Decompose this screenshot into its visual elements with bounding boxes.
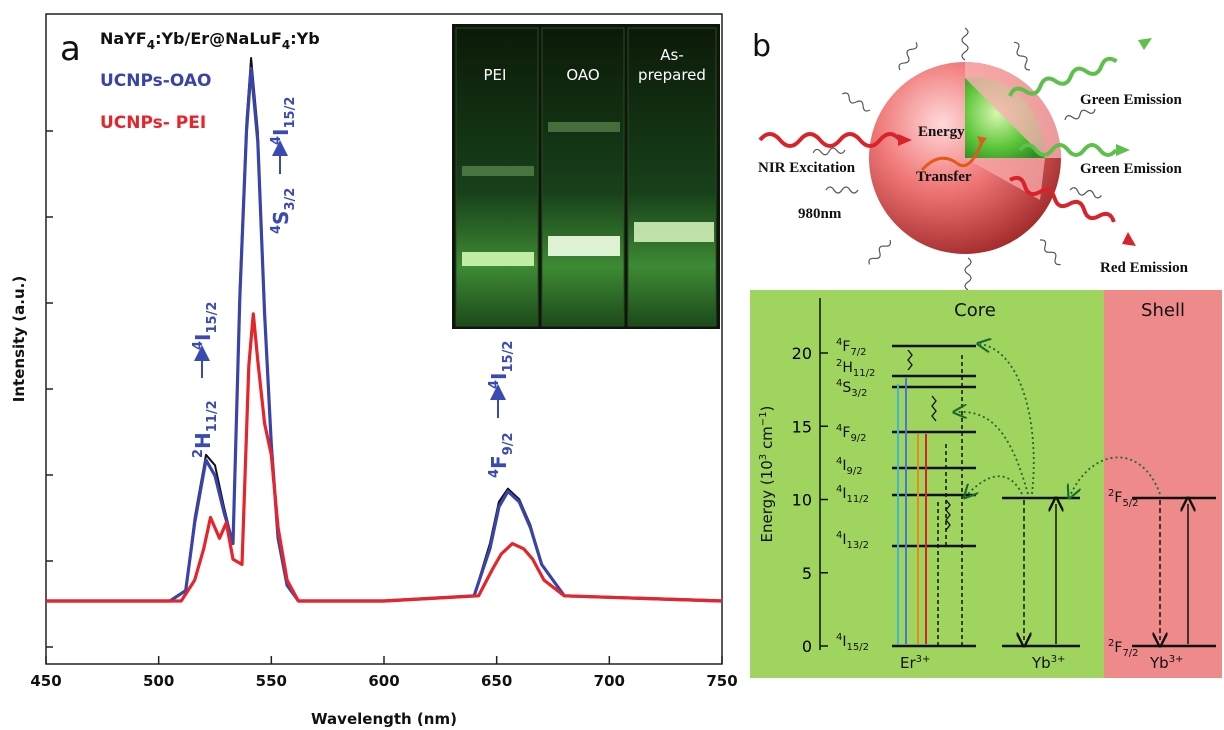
red-emission <box>1009 175 1116 223</box>
green-emission-label-1: Green Emission <box>1080 92 1182 108</box>
transition-label-f92: 4F9/2 4I15/2 <box>487 341 516 478</box>
x-tick-label: 750 <box>706 672 737 690</box>
inset-label-pei: PEI <box>484 66 507 84</box>
svg-text:2H11/2: 2H11/2 <box>836 358 875 379</box>
energy-tick-label: 10 <box>792 491 812 510</box>
svg-text:4I15/2: 4I15/2 <box>487 341 516 389</box>
inset-photo: PEI OAO As- prepared <box>452 24 720 329</box>
svg-text:4S3/2: 4S3/2 <box>269 188 298 234</box>
panel-letter-a: a <box>60 29 81 69</box>
energy-label: Energy <box>918 124 965 140</box>
yb-level-f52: 2F5/2 <box>1108 488 1139 509</box>
x-tick-label: 650 <box>481 672 512 690</box>
x-tick-label: 450 <box>30 672 61 690</box>
ion-er: Er3+ <box>900 654 930 672</box>
svg-text:4S3/2: 4S3/2 <box>836 378 867 399</box>
svg-text:4I15/2: 4I15/2 <box>191 302 220 350</box>
panel-letter-b: b <box>752 29 771 64</box>
ligand-chains <box>812 27 1102 291</box>
nir-excitation-wave <box>758 132 902 148</box>
x-axis-label: Wavelength (nm) <box>311 710 457 728</box>
shell-region <box>1104 290 1222 678</box>
inset-label-oao: OAO <box>566 66 599 84</box>
green-emission-label-2: Green Emission <box>1080 161 1182 177</box>
inset-label-as: As- <box>660 46 684 64</box>
green-emission-1 <box>1008 56 1118 97</box>
svg-text:4F9/2: 4F9/2 <box>836 423 867 444</box>
energy-transfer-curves <box>956 344 1161 496</box>
svg-text:4I9/2: 4I9/2 <box>836 456 863 477</box>
y-axis-label: Intensity (a.u.) <box>10 276 28 402</box>
svg-text:4F9/2: 4F9/2 <box>487 432 516 478</box>
x-tick-label: 550 <box>256 672 287 690</box>
x-tick-label: 500 <box>143 672 174 690</box>
transfer-label: Transfer <box>916 169 972 185</box>
legend-pei: UCNPs- PEI <box>100 113 206 133</box>
vial-as-prepared <box>627 27 717 327</box>
svg-text:4F7/2: 4F7/2 <box>836 337 867 358</box>
transition-label-h112: 2H11/2 4I15/2 <box>191 302 220 458</box>
ion-yb-shell: Yb3+ <box>1149 654 1183 672</box>
svg-text:4I11/2: 4I11/2 <box>836 484 869 505</box>
axis-ticks: 450 500 550 600 650 700 750 <box>30 130 738 690</box>
energy-transfer-arrow <box>920 141 984 172</box>
red-emission-label: Red Emission <box>1100 260 1189 276</box>
panel-a: 450 500 550 600 650 700 750 a NaYF4:Yb/Er@NaLu… <box>10 13 738 728</box>
legend-oao: UCNPs-OAO <box>100 71 211 91</box>
energy-axis-ticks: 0 5 10 15 20 <box>792 344 828 656</box>
panel-b-schematic: b Green Emission Gree <box>752 27 1189 291</box>
svg-text:4I15/2: 4I15/2 <box>269 97 298 145</box>
x-tick-label: 600 <box>368 672 399 690</box>
svg-text:2H11/2: 2H11/2 <box>191 400 220 458</box>
energy-tick-label: 0 <box>802 637 812 656</box>
nir-excitation-label: NIR Excitation <box>758 160 856 176</box>
x-tick-label: 700 <box>594 672 625 690</box>
series-line-oao <box>46 66 723 603</box>
transition-label-s32: 4S3/2 4I15/2 <box>269 97 298 234</box>
shell-label: Shell <box>1141 300 1185 321</box>
svg-text:4I15/2: 4I15/2 <box>836 632 869 653</box>
energy-axis-label: Energy (103 cm−1) <box>758 406 776 543</box>
vial-oao <box>541 27 625 327</box>
yb-level-f72: 2F7/2 <box>1108 638 1139 659</box>
green-emission-2 <box>1018 143 1118 157</box>
vial-pei <box>455 27 539 327</box>
series-line-pei <box>46 312 723 603</box>
material-title: NaYF4:Yb/Er@NaLuF4:Yb <box>100 29 320 52</box>
core-label: Core <box>954 300 996 321</box>
wavelength-label: 980nm <box>798 206 842 222</box>
energy-tick-label: 20 <box>792 344 812 363</box>
svg-text:4I13/2: 4I13/2 <box>836 530 869 551</box>
energy-tick-label: 15 <box>792 417 812 436</box>
er-level-labels: 4F7/2 2H11/2 4S3/2 4F9/2 4I9/2 4I11/2 4I… <box>836 337 875 653</box>
energy-tick-label: 5 <box>802 564 812 583</box>
panel-b-energy-diagram: Core Shell 0 5 10 15 20 Energy (103 cm−1) 4F… <box>750 290 1222 678</box>
series-lines <box>46 57 723 603</box>
inset-label-prepared: prepared <box>638 66 706 84</box>
ion-yb-core: Yb3+ <box>1031 654 1065 672</box>
